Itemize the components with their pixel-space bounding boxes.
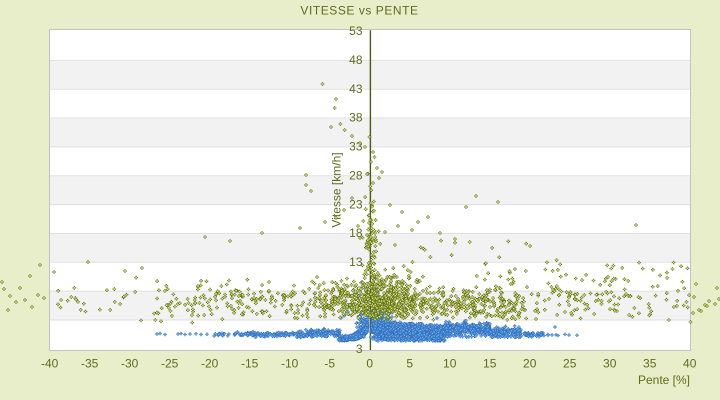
svg-text:-5: -5 (324, 357, 335, 371)
svg-text:30: 30 (603, 357, 617, 371)
svg-text:20: 20 (523, 357, 537, 371)
svg-text:43: 43 (349, 82, 363, 96)
svg-text:48: 48 (349, 53, 363, 67)
svg-text:-20: -20 (201, 357, 219, 371)
svg-text:53: 53 (349, 24, 363, 38)
svg-text:28: 28 (349, 168, 363, 182)
svg-text:13: 13 (349, 255, 363, 269)
svg-text:3: 3 (356, 342, 363, 356)
svg-text:38: 38 (349, 111, 363, 125)
svg-text:0: 0 (366, 357, 373, 371)
svg-text:-30: -30 (121, 357, 139, 371)
svg-text:33: 33 (349, 140, 363, 154)
svg-text:35: 35 (643, 357, 657, 371)
svg-text:-10: -10 (281, 357, 299, 371)
svg-text:Vitesse [km/h]: Vitesse [km/h] (330, 152, 344, 227)
svg-text:-15: -15 (241, 357, 259, 371)
svg-text:23: 23 (349, 197, 363, 211)
svg-text:-40: -40 (41, 357, 59, 371)
svg-text:25: 25 (563, 357, 577, 371)
svg-text:5: 5 (406, 357, 413, 371)
svg-text:40: 40 (683, 357, 697, 371)
svg-text:-35: -35 (81, 357, 99, 371)
svg-text:Pente [%]: Pente [%] (638, 373, 690, 387)
svg-text:10: 10 (443, 357, 457, 371)
svg-text:VITESSE vs PENTE: VITESSE vs PENTE (300, 4, 418, 18)
svg-text:15: 15 (483, 357, 497, 371)
svg-text:-25: -25 (161, 357, 179, 371)
